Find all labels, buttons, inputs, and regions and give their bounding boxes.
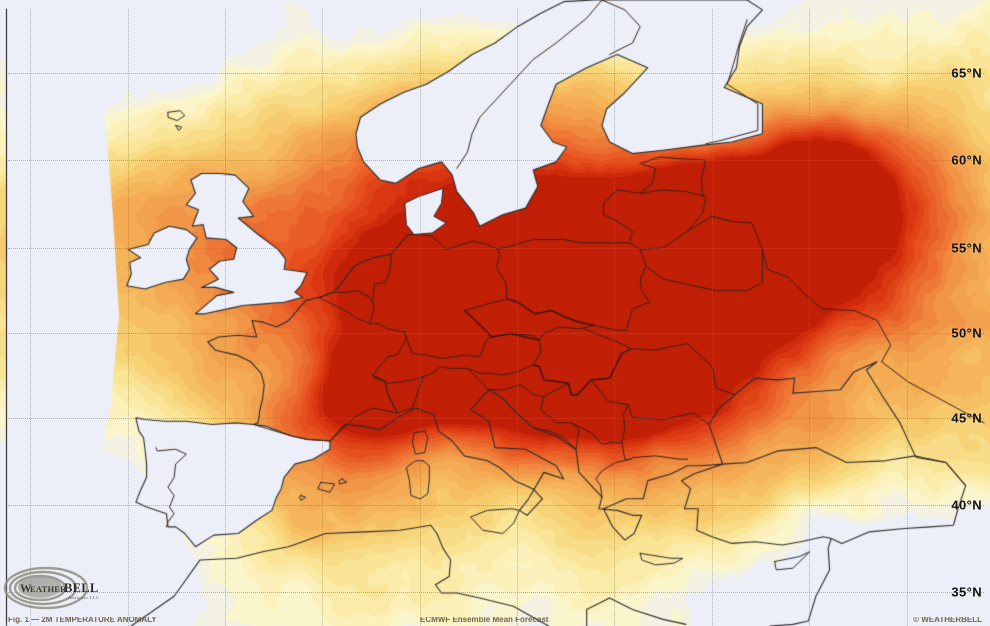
svg-text:EATHER: EATHER [30,584,67,594]
weatherbell-logo-mark: W EATHER BELL Analytics LLC [3,566,100,610]
window-chrome-bar [0,0,990,9]
svg-text:W: W [20,583,32,595]
weatherbell-logo[interactable]: W EATHER BELL Analytics LLC [2,562,126,614]
svg-text:BELL: BELL [64,581,99,595]
svg-text:Analytics LLC: Analytics LLC [68,595,100,600]
